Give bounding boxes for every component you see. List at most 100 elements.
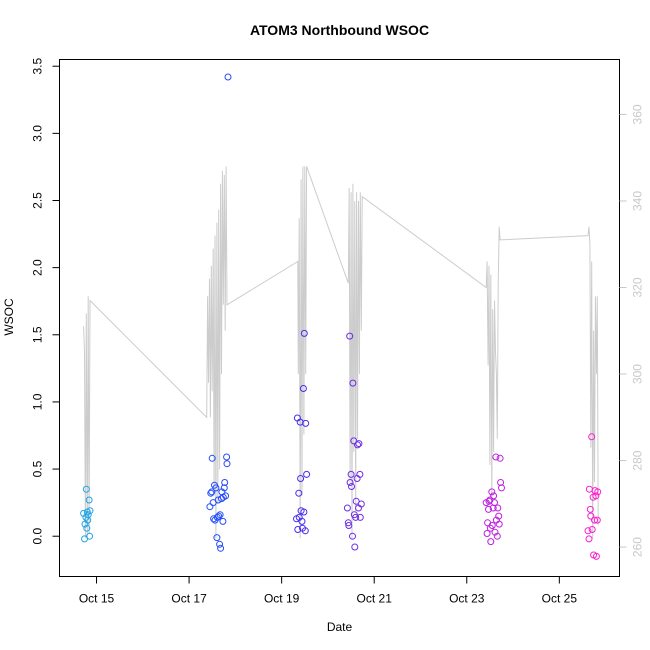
data-point <box>298 517 306 525</box>
data-point <box>297 475 305 482</box>
x-tick-label: Oct 17 <box>171 592 207 606</box>
chart-title: ATOM3 Northbound WSOC <box>250 22 429 38</box>
data-point <box>85 496 93 504</box>
y2-tick-label: 260 <box>631 537 645 557</box>
data-point <box>349 532 356 540</box>
data-point <box>351 543 359 551</box>
data-point <box>80 509 88 517</box>
data-point <box>83 524 91 532</box>
data-point <box>294 526 302 533</box>
data-point <box>216 511 224 519</box>
data-point <box>493 532 501 540</box>
data-point <box>490 492 498 500</box>
secondary-y-axis: 260 280 300 320 340 360 <box>619 104 645 557</box>
data-point <box>496 454 504 462</box>
data-point <box>487 538 495 546</box>
data-point <box>84 511 92 519</box>
data-point <box>492 453 500 461</box>
data-point <box>593 516 601 524</box>
data-point <box>217 544 225 552</box>
data-point <box>354 441 361 449</box>
x-tick-label: Oct 21 <box>357 592 393 606</box>
data-point <box>348 483 355 490</box>
y-tick-label: 3.0 <box>31 125 45 142</box>
data-point <box>300 329 308 337</box>
y2-tick-label: 340 <box>631 191 645 211</box>
y-axis: 0.0 0.5 1.0 1.5 2.0 2.5 3.0 3.5 <box>31 58 60 545</box>
x-tick-label: Oct 15 <box>79 592 115 606</box>
data-point <box>212 484 220 492</box>
data-point <box>221 479 229 486</box>
x-axis-label: Date <box>327 620 353 634</box>
y-tick-label: 0.5 <box>31 460 45 477</box>
data-point <box>216 540 224 548</box>
data-point <box>357 500 365 508</box>
y2-tick-label: 300 <box>631 364 645 384</box>
data-point <box>223 460 231 468</box>
data-point <box>586 505 594 513</box>
data-point <box>588 433 596 441</box>
series-line <box>83 166 599 539</box>
data-point <box>208 454 216 462</box>
data-point <box>498 484 505 492</box>
y-tick-label: 2.0 <box>31 259 45 276</box>
plot-frame <box>59 59 620 577</box>
data-point <box>356 470 364 478</box>
data-point <box>301 527 309 535</box>
secondary-line-series <box>83 166 599 539</box>
data-point <box>594 488 602 496</box>
data-point <box>302 419 310 427</box>
data-point <box>347 470 355 478</box>
data-point <box>346 332 354 340</box>
y-tick-label: 1.5 <box>31 326 45 343</box>
points-series <box>80 73 602 560</box>
data-point <box>345 522 353 529</box>
data-point <box>356 513 364 521</box>
data-point <box>208 488 216 496</box>
data-point <box>352 513 360 521</box>
y-tick-label: 3.5 <box>31 58 45 75</box>
x-tick-label: Oct 25 <box>542 592 578 606</box>
data-point <box>303 470 311 478</box>
data-point <box>588 526 596 533</box>
data-point <box>587 512 595 520</box>
data-point <box>220 484 228 492</box>
y-tick-label: 2.5 <box>31 192 45 209</box>
data-point <box>295 489 303 497</box>
data-point <box>222 492 230 500</box>
data-point <box>584 527 592 535</box>
data-point <box>592 492 600 500</box>
data-point <box>346 479 354 486</box>
x-axis: Oct 15 Oct 17 Oct 19 Oct 21 Oct 23 Oct 25 <box>79 576 578 606</box>
data-point <box>495 512 503 520</box>
data-point <box>585 535 593 543</box>
data-point <box>82 485 90 493</box>
data-point <box>207 489 215 497</box>
data-point <box>84 516 92 524</box>
data-point <box>592 552 600 560</box>
data-point <box>223 453 231 461</box>
y2-tick-label: 320 <box>631 277 645 297</box>
data-point <box>485 505 492 513</box>
data-point <box>206 503 214 511</box>
data-point <box>488 488 496 496</box>
x-tick-label: Oct 23 <box>449 592 485 606</box>
data-point <box>355 440 363 448</box>
y-tick-label: 0.0 <box>31 528 45 545</box>
y2-tick-label: 360 <box>631 104 645 124</box>
data-point <box>495 520 503 528</box>
x-tick-label: Oct 19 <box>264 592 300 606</box>
data-point <box>488 522 496 529</box>
data-point <box>86 532 94 540</box>
data-point <box>300 508 308 516</box>
data-point <box>483 530 491 537</box>
data-point <box>343 504 351 512</box>
y2-tick-label: 280 <box>631 450 645 470</box>
data-point <box>349 379 357 387</box>
data-point <box>491 499 498 507</box>
data-point <box>215 512 223 520</box>
data-point <box>213 534 221 542</box>
data-point <box>491 528 499 536</box>
data-point <box>494 504 502 512</box>
